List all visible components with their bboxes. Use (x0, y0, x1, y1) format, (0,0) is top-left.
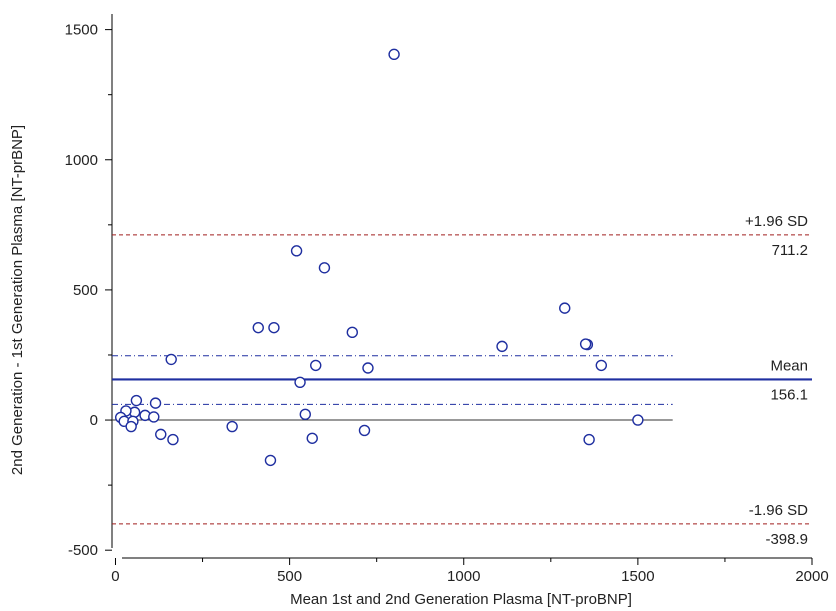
data-point (149, 397, 162, 409)
data-point (264, 454, 277, 467)
x-tick-label: 1000 (447, 568, 480, 585)
x-tick-label: 500 (277, 568, 302, 585)
data-point (268, 321, 280, 334)
data-point (252, 321, 264, 334)
reference-value-mean: 156.1 (770, 386, 808, 403)
data-point (559, 302, 571, 314)
x-tick-label: 2000 (795, 568, 828, 585)
data-point (155, 428, 167, 441)
data-point (294, 376, 306, 389)
reference-value-lower_loa: -398.9 (765, 531, 808, 548)
x-axis-label: Mean 1st and 2nd Generation Plasma [NT-p… (290, 591, 632, 608)
axes (111, 14, 812, 559)
data-point (388, 48, 400, 61)
x-tick-label: 1500 (621, 568, 654, 585)
data-point (583, 433, 595, 446)
ticks: -500 0 500 1000 1500 0 500 1000 1500 2000 (65, 22, 829, 585)
data-point (226, 420, 238, 433)
y-tick-label: -500 (68, 542, 98, 559)
data-points (115, 48, 644, 467)
data-point (310, 359, 322, 372)
data-point (595, 359, 608, 372)
data-point (358, 424, 371, 437)
reference-labels: Mean 156.1 +1.96 SD 711.2 -1.96 SD -398.9 (745, 213, 808, 548)
reference-label-lower_loa: -1.96 SD (749, 502, 808, 519)
data-point (165, 353, 177, 366)
reference-label-mean: Mean (770, 357, 808, 374)
y-tick-label: 0 (90, 412, 98, 429)
x-tick-label: 0 (111, 568, 119, 585)
y-tick-label: 500 (73, 282, 98, 299)
y-tick-label: 1000 (65, 152, 98, 169)
data-point (299, 408, 311, 421)
data-point (496, 340, 508, 353)
data-point (632, 414, 644, 426)
data-point (125, 420, 137, 433)
data-point (167, 433, 179, 446)
data-point (362, 362, 374, 374)
reference-lines (112, 234, 812, 525)
data-point (290, 245, 303, 257)
data-point (148, 411, 160, 423)
reference-label-upper_loa: +1.96 SD (745, 213, 808, 230)
data-point (130, 394, 143, 407)
y-tick-label: 1500 (65, 22, 98, 39)
data-point (579, 338, 592, 350)
y-axis-label: 2nd Generation - 1st Generation Plasma [… (9, 125, 26, 475)
data-point (318, 262, 331, 274)
data-point (306, 432, 318, 444)
reference-value-upper_loa: 711.2 (772, 242, 808, 259)
data-point (346, 326, 358, 339)
